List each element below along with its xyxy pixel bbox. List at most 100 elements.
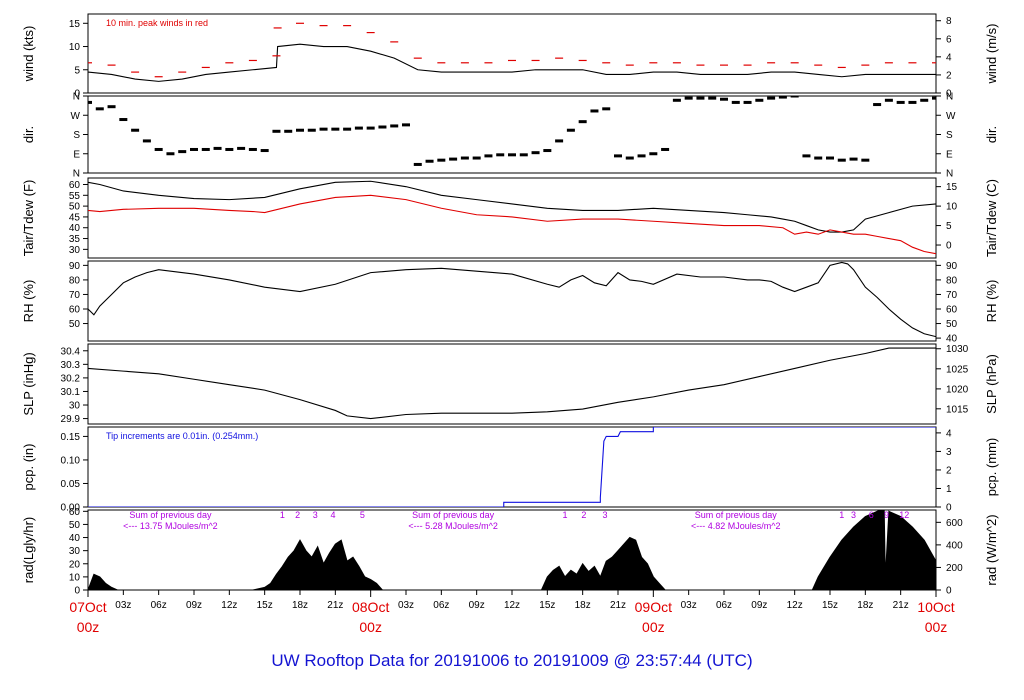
direction-point [331,127,340,131]
direction-point [131,128,140,132]
rad-hour-mark: 9 [884,510,889,520]
rh-frame [87,260,937,342]
direction-point [814,156,823,160]
rad-ylabel-left: rad(Lgly/hr) [21,517,36,583]
x-tick-label: 21z [327,600,343,611]
x-tick-label: 18z [857,600,873,611]
rad-hour-mark: 3 [313,510,318,520]
direction-point [920,98,929,102]
direction-point [908,100,917,104]
direction-point [472,156,481,160]
direction-point [307,128,316,132]
direction-point [767,96,776,100]
rad-hour-mark: 4 [330,510,335,520]
rad-right-tick-label: 200 [946,563,963,574]
slp-left-tick-label: 30.1 [61,387,81,398]
direction-point [708,96,717,100]
direction-point [225,147,234,151]
rh-right-tick-label: 90 [946,261,958,272]
dir-series-group [88,96,936,166]
direction-point [284,129,293,133]
slp-ylabel-right: SLP (hPa) [984,354,999,414]
direction-point [649,152,658,156]
direction-point [166,152,175,156]
rh-right-tick-label: 80 [946,275,958,286]
x-tick-label: 18z [292,600,308,611]
rad-right-tick-label: 400 [946,540,963,551]
direction-point [496,153,505,157]
direction-point [731,100,740,104]
rad-ylabel-right: rad (W/m^2) [984,514,999,585]
rh-ylabel-right: RH (%) [984,280,999,323]
slp-right-tick-label: 1030 [946,344,969,355]
wind-right-tick-label: 6 [946,34,952,45]
pcp-left-tick-label: 0.05 [61,479,81,490]
day-sum-value: <--- 5.28 MJoules/m^2 [408,521,498,531]
direction-point [213,146,222,150]
temp-right-tick-label: 0 [946,241,952,252]
temp-left-tick-label: 60 [69,180,81,191]
pcp-right-tick-label: 2 [946,465,952,476]
temp-frame [87,177,937,259]
wind-left-tick-label: 10 [69,42,81,53]
direction-point [154,147,163,151]
wind-series-group [88,22,936,82]
direction-point [343,127,352,131]
rh-left-tick-label: 80 [69,275,81,286]
direction-point [366,126,375,130]
rh-left-tick-label: 50 [69,319,81,330]
wind-annotation: 10 min. peak winds in red [106,18,208,28]
rad-hour-mark: 1 [839,510,844,520]
slp-series-group [88,347,936,420]
pcp-left-tick-label: 0.10 [61,455,81,466]
dir-left-tick-label: S [73,130,80,141]
rad-hour-mark: 3 [851,510,856,520]
direction-point [778,96,787,99]
direction-point [684,96,693,100]
rad-left-tick-label: 0 [74,586,80,597]
x-major-time-label: 00z [642,619,665,635]
direction-point [354,126,363,130]
direction-point [437,158,446,162]
slp-right-tick-label: 1025 [946,364,969,375]
x-tick-label: 12z [504,600,520,611]
direction-point [743,100,752,104]
wind-right-tick-label: 8 [946,16,952,27]
x-tick-label: 09z [186,600,202,611]
slp-left-tick-label: 30 [69,401,81,412]
day-sum-value: <--- 13.75 MJoules/m^2 [123,521,218,531]
chart-title: UW Rooftop Data for 20191006 to 20191009… [271,651,752,670]
x-major-date-label: 09Oct [635,599,672,615]
x-tick-label: 03z [115,600,131,611]
direction-point [88,100,92,104]
direction-point [190,147,198,151]
direction-point [201,147,210,151]
direction-point [543,149,552,153]
direction-point [390,124,399,128]
x-major-date-label: 07Oct [69,599,106,615]
direction-point [142,139,151,143]
day-sum-value: <--- 4.82 MJoules/m^2 [691,521,781,531]
rad-series-group [88,510,936,590]
dir-frame [87,95,937,174]
rad-left-tick-label: 60 [69,507,81,518]
dir-left-tick-label: W [71,111,81,122]
pcp-right-tick-label: 3 [946,447,952,458]
precip-line [88,427,936,507]
pcp-annotation: Tip increments are 0.01in. (0.254mm.) [106,431,258,441]
dir-ylabel-right: dir. [984,126,999,143]
direction-point [413,162,422,166]
temp-series-group [88,180,936,255]
rh-left-tick-label: 70 [69,290,81,301]
direction-point [555,139,564,143]
temp-ylabel-left: Tair/Tdew (F) [21,180,36,257]
x-major-time-label: 00z [77,619,100,635]
temp-left-tick-label: 55 [69,191,81,202]
slp-left-tick-label: 30.3 [61,360,81,371]
direction-point [602,107,611,111]
x-tick-label: 15z [539,600,555,611]
wind-right-tick-label: 0 [946,89,952,100]
temp-left-tick-label: 45 [69,212,81,223]
direction-point [884,98,893,102]
